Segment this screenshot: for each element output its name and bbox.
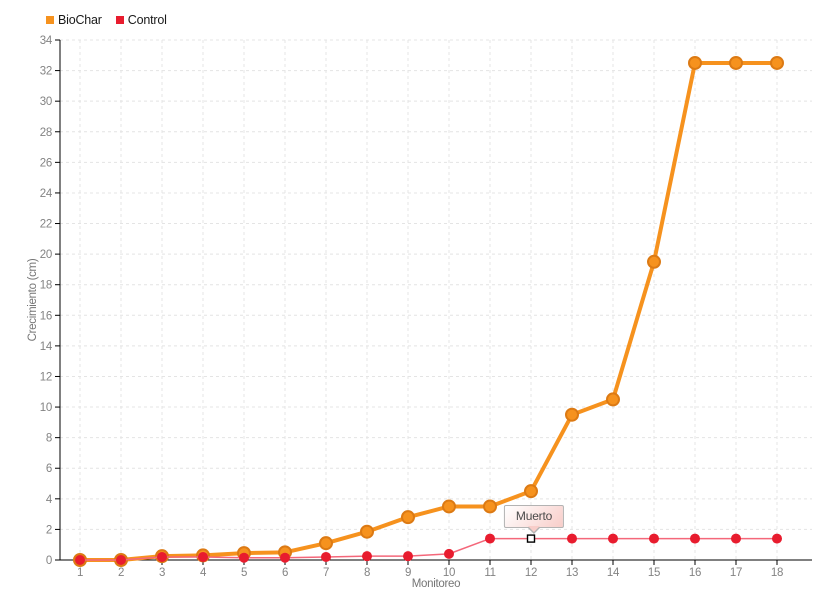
- biochar-point[interactable]: [319, 536, 333, 551]
- x-tick-label: 9: [405, 567, 411, 579]
- legend: BioChar Control: [46, 13, 167, 27]
- y-tick-label: 26: [40, 157, 52, 169]
- x-tick-label: 16: [689, 567, 701, 579]
- y-tick-label: 22: [40, 219, 52, 231]
- control-point[interactable]: [403, 551, 413, 562]
- control-point[interactable]: [649, 533, 659, 544]
- x-tick-label: 7: [323, 567, 329, 579]
- y-tick-label: 32: [40, 66, 52, 78]
- x-tick-label: 10: [443, 567, 455, 579]
- x-axis-title: Monitoreo: [412, 578, 460, 590]
- legend-item-biochar[interactable]: BioChar: [46, 13, 102, 27]
- control-point[interactable]: [772, 533, 782, 544]
- legend-item-control[interactable]: Control: [115, 13, 167, 27]
- biochar-point[interactable]: [360, 524, 374, 539]
- y-tick-label: 18: [40, 280, 52, 292]
- biochar-point[interactable]: [401, 510, 415, 525]
- x-tick-label: 17: [730, 567, 742, 579]
- control-point[interactable]: [321, 551, 331, 562]
- y-axis-title: Crecimiento (cm): [27, 258, 39, 341]
- biochar-point[interactable]: [647, 254, 661, 269]
- biochar-point[interactable]: [688, 55, 702, 70]
- y-tick-label: 12: [40, 371, 52, 383]
- biochar-line: [78, 60, 779, 562]
- biochar-point[interactable]: [770, 55, 784, 70]
- y-tick-label: 2: [46, 524, 52, 536]
- y-tick-label: 34: [40, 35, 53, 47]
- y-tick-label: 28: [40, 127, 52, 139]
- control-legend-label: Control: [127, 13, 167, 27]
- control-point[interactable]: [239, 552, 249, 563]
- x-tick-label: 12: [525, 567, 537, 579]
- y-tick-label: 4: [46, 494, 53, 506]
- biochar-legend-swatch: [46, 16, 54, 24]
- biochar-point[interactable]: [524, 484, 538, 499]
- x-tick-label: 6: [282, 567, 288, 579]
- y-tick-label: 6: [46, 463, 52, 475]
- biochar-legend-label: BioChar: [58, 13, 102, 27]
- control-point[interactable]: [485, 533, 495, 544]
- x-tick-label: 1: [77, 567, 83, 579]
- y-tick-label: 8: [46, 433, 52, 445]
- biochar-point[interactable]: [729, 55, 743, 70]
- x-tick-label: 2: [118, 567, 124, 579]
- x-tick-label: 4: [200, 567, 207, 579]
- x-tick-label: 11: [484, 567, 495, 579]
- control-legend-swatch: [115, 16, 124, 24]
- biochar-point[interactable]: [483, 499, 497, 514]
- y-tick-label: 20: [40, 249, 52, 261]
- biochar-point[interactable]: [565, 407, 579, 422]
- x-tick-label: 8: [364, 567, 370, 579]
- control-point[interactable]: [444, 548, 454, 559]
- y-tick-label: 10: [40, 402, 52, 414]
- muerto-tooltip-text: Muerto: [515, 508, 553, 523]
- y-tick-label: 16: [40, 310, 52, 322]
- control-point[interactable]: [362, 551, 372, 562]
- muerto-tooltip: Muerto: [503, 504, 565, 534]
- y-tick-label: 14: [40, 341, 53, 353]
- x-tick-label: 14: [607, 567, 620, 579]
- control-point[interactable]: [157, 551, 167, 562]
- biochar-point[interactable]: [606, 392, 620, 407]
- x-tick-label: 3: [159, 567, 165, 579]
- control-point[interactable]: [690, 533, 700, 544]
- control-point[interactable]: [198, 551, 208, 562]
- control-line: [79, 537, 778, 561]
- x-tick-label: 5: [241, 567, 247, 579]
- control-point[interactable]: [608, 533, 618, 544]
- control-point[interactable]: [75, 555, 85, 565]
- control-point[interactable]: [567, 533, 577, 544]
- y-tick-label: 24: [40, 188, 53, 200]
- y-tick-label: 30: [40, 96, 52, 108]
- biochar-point[interactable]: [442, 499, 456, 514]
- x-tick-label: 18: [771, 567, 783, 579]
- muerto-point-marker[interactable]: [526, 534, 536, 543]
- y-tick-label: 0: [46, 555, 52, 567]
- control-point[interactable]: [731, 533, 741, 544]
- control-point[interactable]: [280, 552, 290, 563]
- control-point[interactable]: [116, 555, 126, 565]
- x-tick-label: 13: [566, 567, 578, 579]
- x-tick-label: 15: [648, 567, 660, 579]
